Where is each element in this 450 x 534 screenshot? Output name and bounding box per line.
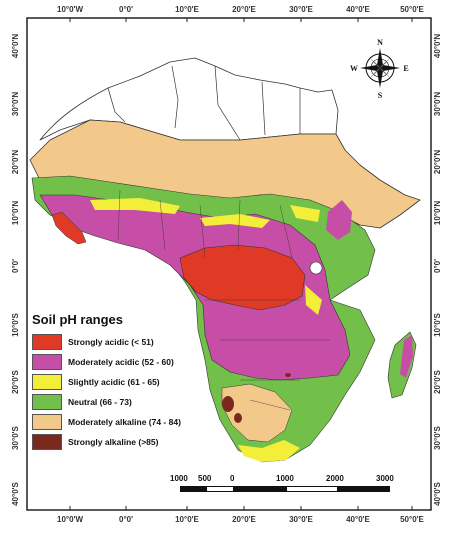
compass-w: W (350, 64, 358, 73)
tick-label: 30°0'S (433, 425, 442, 449)
legend-item-moderately-alkaline: Moderately alkaline (74 - 84) (32, 413, 210, 431)
legend-label: Strongly acidic (< 51) (68, 337, 154, 347)
west-coast-acidic-region (51, 211, 87, 245)
legend-swatch (32, 434, 62, 450)
strongly-alkaline-spots (222, 373, 291, 423)
bottom-longitude-ticks: 10°0'W 0°0' 10°0'E 20°0'E 30°0'E 40°0'E … (57, 515, 425, 524)
legend: Soil pH ranges Strongly acidic (< 51) Mo… (32, 312, 210, 453)
legend-swatch (32, 414, 62, 430)
tick-label: 20°0'E (232, 515, 256, 524)
tick-label: 10°0'N (433, 201, 442, 225)
top-longitude-ticks: 10°0'W 0°0' 10°0'E 20°0'E 30°0'E 40°0'E … (57, 5, 425, 14)
tick-label: 20°0'S (11, 369, 20, 393)
tick-label: 20°0'E (232, 5, 256, 14)
scale-tick-label: 1000 (170, 474, 188, 483)
ethiopia-acidic-patch (326, 200, 352, 240)
lake-victoria (309, 261, 323, 275)
legend-title: Soil pH ranges (32, 312, 124, 327)
tick-label: 30°0'N (11, 92, 20, 116)
tick-label: 20°0'N (433, 150, 442, 174)
compass-rose: N S E W (350, 38, 409, 100)
compass-n: N (377, 38, 383, 47)
left-latitude-ticks: 40°0'N 30°0'N 20°0'N 10°0'N 0°0' 10°0'S … (11, 34, 20, 506)
legend-label: Slightly acidic (61 - 65) (68, 377, 160, 387)
tick-label: 50°0'E (400, 5, 424, 14)
tick-label: 30°0'S (11, 425, 20, 449)
tick-label: 20°0'N (11, 150, 20, 174)
scale-tick-label: 1000 (276, 474, 294, 483)
legend-item-slightly-acidic: Slightly acidic (61 - 65) (32, 373, 210, 391)
tick-label: 0°0' (11, 259, 20, 273)
scale-segment (180, 486, 206, 492)
scale-segment (286, 486, 338, 492)
tick-label: 10°0'S (11, 312, 20, 336)
compass-e: E (403, 64, 408, 73)
tick-label: 50°0'E (400, 515, 424, 524)
tick-label: 30°0'E (289, 515, 313, 524)
legend-swatch (32, 334, 62, 350)
scale-segment (206, 486, 234, 492)
legend-swatch (32, 394, 62, 410)
legend-label: Neutral (66 - 73) (68, 397, 132, 407)
tick-label: 10°0'E (175, 5, 199, 14)
tick-label: 30°0'E (289, 5, 313, 14)
slightly-acidic-strips (90, 198, 322, 315)
tick-label: 40°0'S (433, 481, 442, 505)
scale-segment (338, 486, 390, 492)
scale-tick-label: 3000 (376, 474, 394, 483)
tick-label: 0°0' (119, 5, 133, 14)
congo-acidic-region (179, 244, 306, 311)
tick-label: 20°0'S (433, 369, 442, 393)
legend-item-moderately-acidic: Moderately acidic (52 - 60) (32, 353, 210, 371)
southern-alkaline-region (221, 383, 293, 443)
tick-label: 0°0' (119, 515, 133, 524)
tick-label: 40°0'E (346, 5, 370, 14)
madagascar-acidic-strip (400, 335, 413, 378)
scale-tick-label: 500 (198, 474, 212, 483)
legend-swatch (32, 374, 62, 390)
scale-segment (234, 486, 286, 492)
tick-label: 10°0'N (11, 201, 20, 225)
scale-tick-label: 2000 (326, 474, 344, 483)
tick-label: 10°0'S (433, 312, 442, 336)
tick-label: 10°0'W (57, 515, 83, 524)
tick-label: 10°0'E (175, 515, 199, 524)
compass-s: S (378, 91, 383, 100)
south-coast-yellow (238, 440, 300, 462)
tick-label: 30°0'N (433, 92, 442, 116)
scale-tick-label: 0 (230, 474, 235, 483)
legend-item-strongly-alkaline: Strongly alkaline (>85) (32, 433, 210, 451)
right-latitude-ticks: 40°0'N 30°0'N 20°0'N 10°0'N 0°0' 10°0'S … (433, 34, 442, 506)
tick-label: 40°0'N (11, 34, 20, 58)
tick-label: 0°0' (433, 259, 442, 273)
tick-label: 40°0'S (11, 481, 20, 505)
tick-label: 40°0'N (433, 34, 442, 58)
legend-label: Strongly alkaline (>85) (68, 437, 159, 447)
legend-label: Moderately acidic (52 - 60) (68, 357, 174, 367)
legend-item-strongly-acidic: Strongly acidic (< 51) (32, 333, 210, 351)
legend-label: Moderately alkaline (74 - 84) (68, 417, 181, 427)
africa-map (29, 57, 421, 463)
legend-item-neutral: Neutral (66 - 73) (32, 393, 210, 411)
scale-bar: 1000 500 0 1000 2000 3000 (170, 474, 398, 500)
legend-swatch (32, 354, 62, 370)
tick-label: 10°0'W (57, 5, 83, 14)
tick-label: 40°0'E (346, 515, 370, 524)
